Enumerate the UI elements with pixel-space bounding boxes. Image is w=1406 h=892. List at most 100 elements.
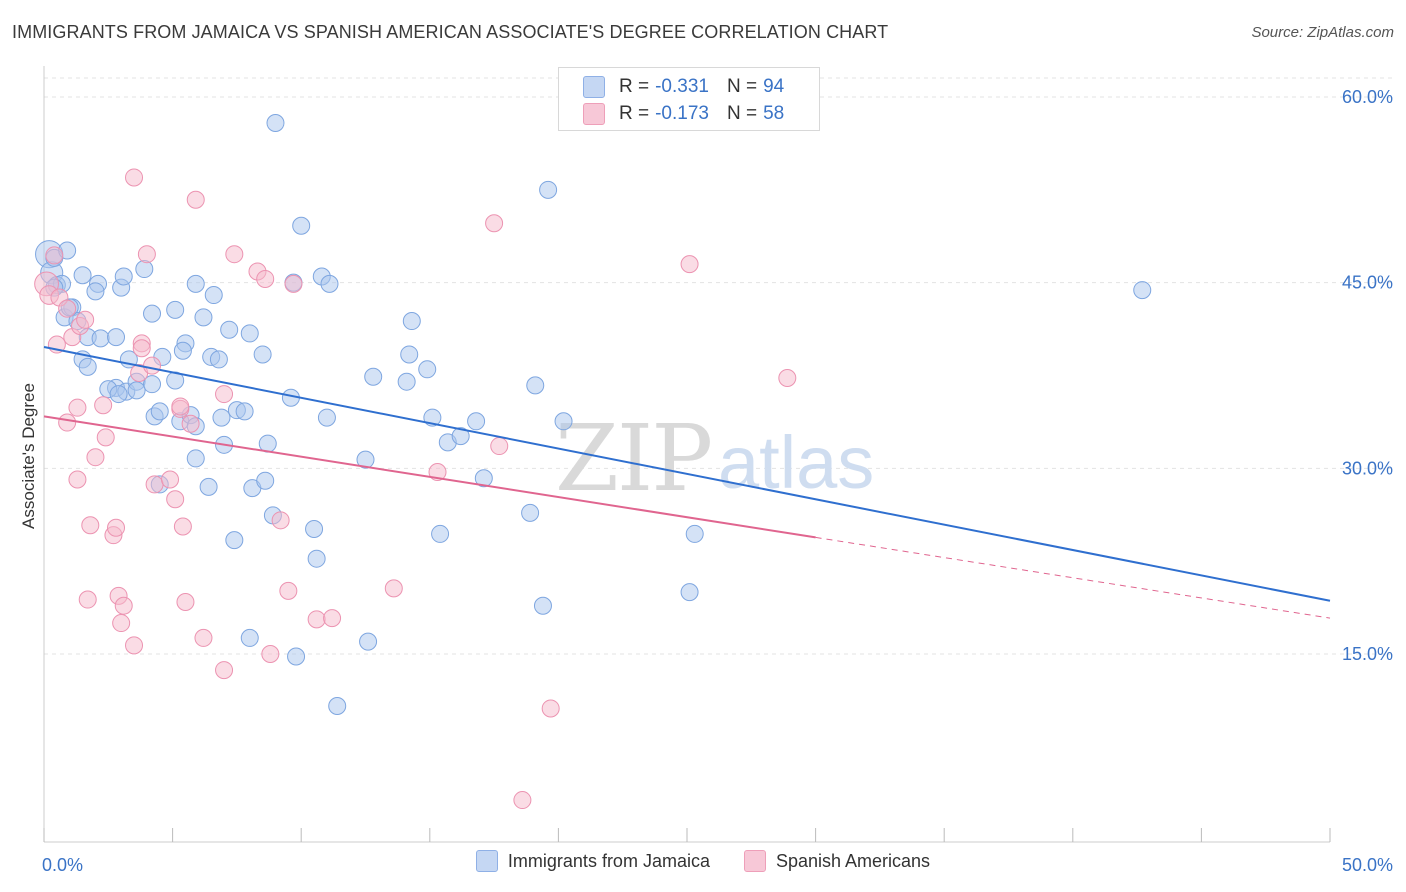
- stats-n-value: 94: [763, 76, 785, 97]
- stats-n-value: 58: [763, 103, 785, 124]
- y-tick-label: 30.0%: [1342, 458, 1393, 478]
- point-jamaica: [397, 372, 416, 391]
- stats-swatch-spanish: [583, 103, 605, 125]
- stats-row-jamaica: R = -0.331 N = 94: [583, 76, 785, 98]
- point-spanish: [81, 516, 100, 535]
- point-jamaica: [114, 267, 133, 286]
- point-spanish: [145, 475, 164, 494]
- label-layer: 15.0% 30.0% 45.0% 60.0% 0.0% 50.0% Associate's…: [19, 87, 1393, 875]
- point-jamaica: [685, 524, 704, 543]
- point-spanish: [513, 791, 532, 810]
- point-spanish: [173, 517, 192, 536]
- stats-legend-box: R = -0.331 N = 94 R = -0.173 N = 58: [558, 67, 820, 131]
- point-jamaica: [320, 274, 339, 293]
- legend-item-jamaica[interactable]: Immigrants from Jamaica: [475, 850, 710, 872]
- point-jamaica: [204, 286, 223, 305]
- y-tick-label: 15.0%: [1342, 644, 1393, 664]
- x-tick-label: 50.0%: [1342, 855, 1393, 875]
- point-spanish: [96, 428, 115, 447]
- axis-layer: [43, 66, 1331, 843]
- stats-n-label: N =: [726, 76, 758, 97]
- point-spanish: [114, 596, 133, 615]
- point-jamaica: [186, 449, 205, 468]
- point-spanish: [176, 593, 195, 612]
- y-axis-title: Associate's Degree: [19, 383, 38, 529]
- point-spanish: [225, 245, 244, 264]
- point-spanish: [384, 579, 403, 598]
- stats-swatch-jamaica: [583, 76, 605, 98]
- point-spanish: [166, 490, 185, 509]
- stats-r-label: R =: [619, 76, 650, 97]
- points-layer: [34, 113, 1152, 810]
- point-spanish: [215, 661, 234, 680]
- point-spanish: [94, 396, 113, 415]
- point-jamaica: [533, 596, 552, 615]
- point-jamaica: [526, 376, 545, 395]
- point-spanish: [680, 255, 699, 274]
- y-tick-label: 60.0%: [1342, 87, 1393, 107]
- point-spanish: [256, 269, 275, 288]
- point-jamaica: [292, 216, 311, 235]
- point-jamaica: [225, 531, 244, 550]
- point-spanish: [194, 628, 213, 647]
- point-jamaica: [256, 471, 275, 490]
- point-spanish: [186, 190, 205, 209]
- grid-layer: [44, 77, 1394, 655]
- point-spanish: [58, 299, 77, 318]
- point-jamaica: [220, 320, 239, 339]
- point-jamaica: [91, 329, 110, 348]
- point-spanish: [143, 356, 162, 375]
- point-jamaica: [467, 412, 486, 431]
- point-jamaica: [173, 341, 192, 360]
- point-jamaica: [127, 381, 146, 400]
- watermark: ZIP atlas: [555, 405, 874, 512]
- point-jamaica: [240, 324, 259, 343]
- legend-item-spanish[interactable]: Spanish Americans: [743, 850, 930, 872]
- point-jamaica: [521, 503, 540, 522]
- point-spanish: [181, 414, 200, 433]
- point-spanish: [161, 470, 180, 489]
- point-jamaica: [400, 345, 419, 364]
- point-jamaica: [109, 385, 128, 404]
- point-jamaica: [186, 274, 205, 293]
- point-spanish: [485, 214, 504, 233]
- point-spanish: [323, 609, 342, 628]
- trend-line-jamaica: [43, 346, 1331, 602]
- point-jamaica: [307, 549, 326, 568]
- point-spanish: [125, 168, 144, 187]
- point-spanish: [541, 699, 560, 718]
- point-jamaica: [328, 696, 347, 715]
- point-spanish: [78, 590, 97, 609]
- point-jamaica: [418, 360, 437, 379]
- point-jamaica: [253, 345, 272, 364]
- point-jamaica: [364, 367, 383, 386]
- point-spanish: [68, 398, 87, 417]
- point-jamaica: [143, 304, 162, 323]
- point-jamaica: [1133, 281, 1152, 300]
- point-jamaica: [451, 427, 470, 446]
- source-credit: Source: ZipAtlas.com: [1251, 24, 1394, 41]
- stats-row-spanish: R = -0.173 N = 58: [583, 103, 785, 125]
- point-spanish: [58, 413, 77, 432]
- stats-r-value: -0.331: [655, 76, 709, 97]
- point-spanish: [125, 636, 144, 655]
- point-spanish: [45, 246, 64, 265]
- point-jamaica: [143, 375, 162, 394]
- point-jamaica: [150, 402, 169, 421]
- point-spanish: [490, 437, 509, 456]
- point-spanish: [171, 397, 190, 416]
- point-jamaica: [402, 312, 421, 331]
- point-jamaica: [194, 308, 213, 327]
- point-jamaica: [86, 282, 105, 301]
- point-spanish: [132, 339, 151, 358]
- point-spanish: [112, 614, 131, 633]
- point-spanish: [428, 463, 447, 482]
- point-spanish: [76, 310, 95, 329]
- point-spanish: [261, 645, 280, 663]
- x-tick-label: 0.0%: [42, 855, 83, 875]
- point-jamaica: [199, 477, 218, 496]
- chart-title: IMMIGRANTS FROM JAMAICA VS SPANISH AMERI…: [12, 22, 889, 42]
- legend-label-jamaica: Immigrants from Jamaica: [507, 850, 710, 871]
- point-jamaica: [431, 524, 450, 543]
